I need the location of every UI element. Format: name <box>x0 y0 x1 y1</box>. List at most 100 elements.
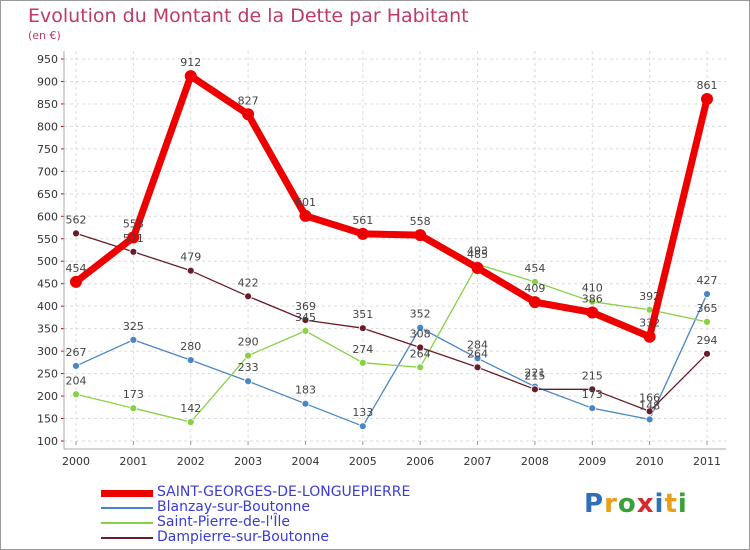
data-label: 290 <box>238 336 259 349</box>
x-tick-label: 2003 <box>234 455 262 468</box>
data-label: 454 <box>66 262 87 275</box>
data-label: 166 <box>639 391 660 404</box>
y-tick-label: 350 <box>37 323 58 336</box>
data-label: 133 <box>352 406 373 419</box>
y-tick-label: 900 <box>37 75 58 88</box>
data-label: 173 <box>123 388 144 401</box>
logo-letter: t <box>664 489 678 519</box>
data-label: 561 <box>352 214 373 227</box>
data-label: 558 <box>410 215 431 228</box>
data-label: 601 <box>295 196 316 209</box>
data-point <box>70 275 82 288</box>
y-tick-label: 300 <box>37 345 58 358</box>
data-point <box>414 229 427 242</box>
x-tick-label: 2011 <box>693 455 721 468</box>
data-label: 409 <box>524 282 545 295</box>
y-tick-label: 200 <box>37 390 58 403</box>
data-point <box>358 358 367 367</box>
data-label: 454 <box>524 262 545 275</box>
x-tick-label: 2010 <box>636 455 664 468</box>
data-point <box>588 385 597 394</box>
data-label: 345 <box>295 311 316 324</box>
x-tick-label: 2002 <box>177 455 205 468</box>
x-tick-label: 2005 <box>349 455 377 468</box>
data-point <box>72 229 80 238</box>
data-label: 215 <box>582 369 603 382</box>
data-labels: 454 553 912 827 601 561 558 485 409 386 332 861 267 3… <box>66 56 718 419</box>
y-tick-label: 750 <box>37 143 58 156</box>
data-label: 861 <box>697 79 718 92</box>
data-label: 365 <box>697 302 718 315</box>
data-label: 562 <box>66 213 87 226</box>
x-tick-label: 2009 <box>578 455 606 468</box>
data-point <box>72 362 80 370</box>
data-point <box>703 290 711 298</box>
data-label: 352 <box>410 308 431 321</box>
data-label: 204 <box>66 374 87 387</box>
x-tick-label: 2008 <box>521 455 549 468</box>
data-point <box>127 231 140 244</box>
data-point <box>244 351 252 360</box>
y-tick-label: 450 <box>37 278 58 291</box>
y-tick-label: 150 <box>37 413 58 426</box>
legend-swatch <box>101 507 153 509</box>
logo-letter: i <box>677 489 688 519</box>
data-point <box>358 422 367 431</box>
data-point <box>645 407 654 416</box>
series-line-0 <box>72 72 711 341</box>
series-line-1 <box>75 293 708 427</box>
data-label: 274 <box>352 343 373 356</box>
y-tick-label: 650 <box>37 188 58 201</box>
series-line-2 <box>75 263 708 423</box>
legend-swatch <box>101 489 153 497</box>
legend-swatch <box>101 537 153 539</box>
data-label: 221 <box>524 367 545 380</box>
data-label: 427 <box>697 274 718 287</box>
data-label: 183 <box>295 384 316 397</box>
data-point <box>244 292 252 301</box>
logo-letter: i <box>654 489 665 519</box>
data-point <box>473 363 482 372</box>
data-label: 332 <box>639 317 660 330</box>
y-tick-label: 600 <box>37 210 58 223</box>
data-label: 294 <box>697 334 718 347</box>
data-label: 422 <box>238 276 259 289</box>
data-point <box>645 415 654 424</box>
y-tick-label: 100 <box>37 435 58 448</box>
data-label: 410 <box>582 282 603 295</box>
y-tick-label: 400 <box>37 300 58 313</box>
legend-label: Saint-Pierre-de-l'Île <box>157 514 290 530</box>
data-point <box>416 323 425 332</box>
data-label: 264 <box>410 347 431 360</box>
data-label: 264 <box>467 347 488 360</box>
data-label: 553 <box>123 217 144 230</box>
y-tick-label: 950 <box>37 53 58 66</box>
x-tick-label: 2004 <box>291 455 319 468</box>
data-label: 173 <box>582 388 603 401</box>
data-label: 392 <box>639 290 660 303</box>
data-label: 215 <box>524 369 545 382</box>
y-tick-label: 550 <box>37 233 58 246</box>
x-tick-label: 2001 <box>119 455 147 468</box>
y-tick-label: 700 <box>37 165 58 178</box>
data-point <box>244 377 252 386</box>
data-point <box>301 316 310 325</box>
y-tick-label: 500 <box>37 255 58 268</box>
x-tick-label: 2000 <box>62 455 90 468</box>
data-label: 521 <box>123 232 144 245</box>
data-point <box>301 399 310 408</box>
data-point <box>299 209 312 222</box>
x-tick-label: 2006 <box>406 455 434 468</box>
data-point <box>701 92 713 105</box>
y-tick-label: 250 <box>37 368 58 381</box>
y-tick-label: 800 <box>37 120 58 133</box>
data-label: 267 <box>66 346 87 359</box>
data-point <box>473 354 482 363</box>
x-tick-label: 2007 <box>464 455 492 468</box>
data-label: 233 <box>238 361 259 374</box>
grid-lines <box>64 51 726 442</box>
data-point <box>184 70 197 83</box>
data-label: 485 <box>467 248 488 261</box>
data-label: 479 <box>180 251 201 264</box>
